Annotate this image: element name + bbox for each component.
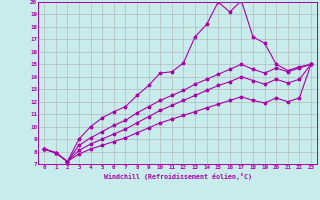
X-axis label: Windchill (Refroidissement éolien,°C): Windchill (Refroidissement éolien,°C) (104, 173, 252, 180)
